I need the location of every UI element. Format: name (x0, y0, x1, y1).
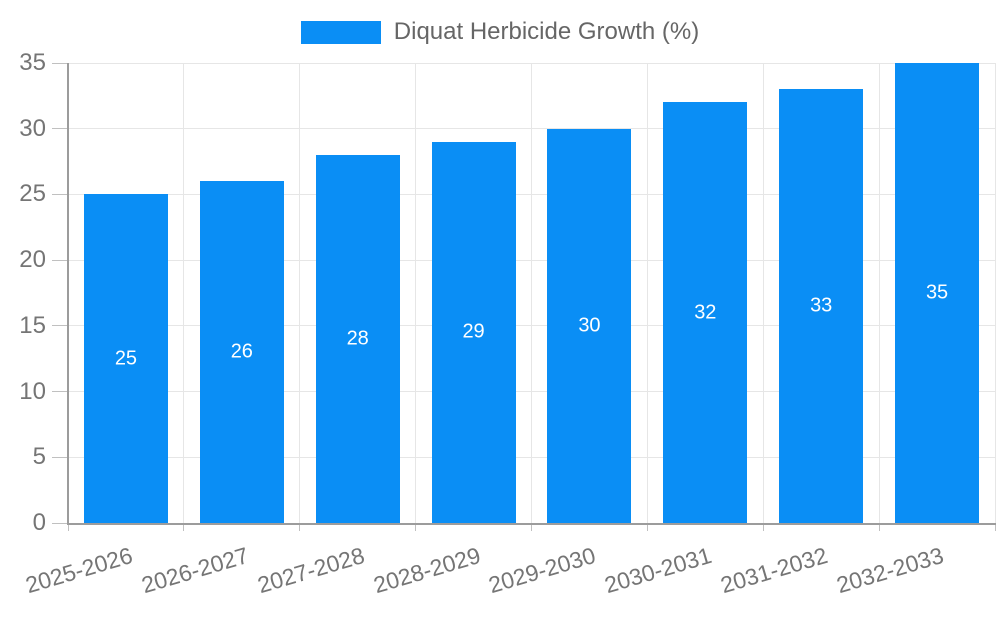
bar-value-label: 30 (578, 314, 601, 337)
bar[interactable] (315, 155, 400, 523)
x-axis-tick (299, 523, 301, 531)
x-axis-tick (67, 523, 69, 531)
bar-value-label: 25 (114, 347, 138, 370)
y-axis-line (67, 63, 69, 525)
x-axis-tick (994, 523, 996, 531)
y-axis-label: 5 (32, 443, 46, 471)
v-gridline (762, 63, 764, 523)
bar[interactable] (895, 63, 980, 523)
x-axis-tick (762, 523, 764, 531)
x-axis-tick (531, 523, 532, 531)
y-axis-tick (52, 522, 68, 524)
y-axis-tick (52, 391, 68, 393)
bar[interactable] (779, 89, 864, 523)
bar-value-label: 29 (462, 320, 485, 343)
x-axis-tick (646, 523, 648, 531)
y-axis-label: 20 (19, 246, 46, 274)
y-axis-tick (52, 62, 68, 64)
y-axis-tick (52, 456, 68, 458)
legend-item[interactable]: Diquat Herbicide Growth (%) (0, 19, 1000, 45)
v-gridline (878, 63, 880, 523)
bar[interactable] (83, 194, 168, 523)
y-axis-tick (52, 128, 68, 130)
v-gridline (415, 63, 417, 523)
legend-color-swatch (300, 20, 381, 44)
bar-value-label: 35 (925, 281, 949, 304)
y-axis-label: 35 (19, 49, 46, 76)
y-axis-tick (52, 325, 68, 327)
y-axis-label: 0 (32, 509, 46, 536)
bar-value-label: 26 (230, 340, 253, 363)
bar-value-label: 28 (346, 327, 369, 350)
y-axis-label: 25 (19, 180, 46, 208)
bar-value-label: 32 (694, 301, 717, 324)
bar[interactable] (199, 181, 284, 523)
y-axis-tick (52, 193, 68, 195)
y-axis-label: 30 (19, 114, 46, 142)
bar-chart: Diquat Herbicide Growth (%) 0 5 10 15 20 25 30… (0, 18, 1000, 599)
y-axis-tick (52, 259, 68, 261)
bar[interactable] (431, 141, 516, 523)
plot-area: 0 5 10 15 20 25 30 35 25 2025-2026 26 2026-2027 28 20… (19, 49, 996, 598)
v-gridline (183, 63, 185, 523)
bar[interactable] (547, 128, 632, 523)
x-axis-tick (878, 523, 880, 531)
x-axis-line (67, 523, 996, 525)
bar[interactable] (663, 102, 748, 523)
bar-value-label: 33 (810, 294, 833, 317)
y-axis-label: 15 (19, 311, 46, 339)
x-axis-tick (415, 523, 417, 531)
legend-label: Diquat Herbicide Growth (%) (393, 18, 700, 45)
v-gridline (994, 63, 996, 523)
x-axis-tick (183, 523, 185, 531)
v-gridline (531, 63, 532, 523)
y-axis-label: 10 (19, 377, 46, 405)
v-gridline (646, 63, 648, 523)
v-gridline (299, 63, 301, 523)
